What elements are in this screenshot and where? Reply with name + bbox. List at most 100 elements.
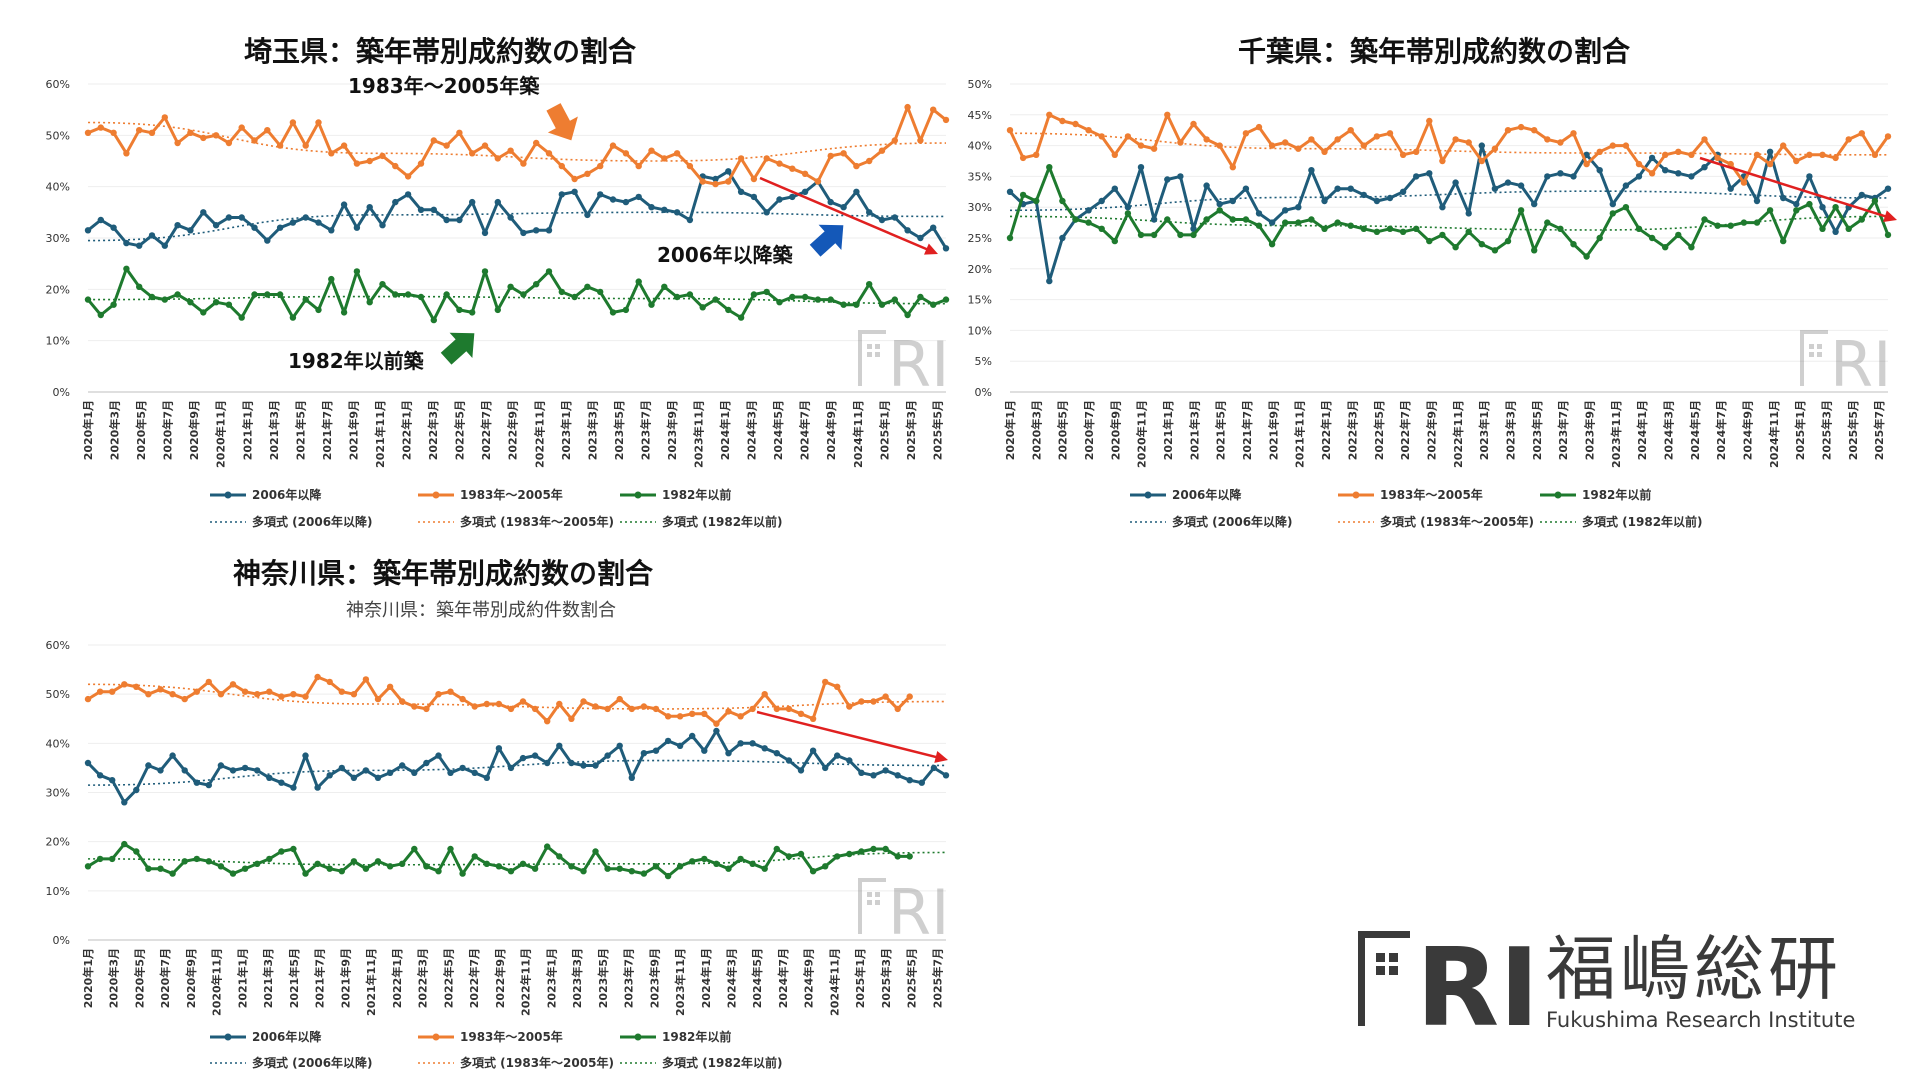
data-point xyxy=(545,268,553,275)
x-tick-label: 2021年1月 xyxy=(235,948,249,1008)
x-tick-label: 2022年11月 xyxy=(1451,400,1465,468)
data-point xyxy=(302,752,309,759)
data-point xyxy=(1059,197,1066,205)
data-point xyxy=(827,296,834,303)
data-point xyxy=(174,139,181,147)
data-point xyxy=(1177,173,1184,180)
legend-trend-label: 多項式 (1983年～2005年) xyxy=(460,514,614,529)
logo-english: Fukushima Research Institute xyxy=(1546,1008,1855,1032)
legend-label: 1983年～2005年 xyxy=(1380,487,1483,502)
data-point xyxy=(1085,207,1092,214)
data-point xyxy=(906,853,913,860)
data-point xyxy=(1793,207,1800,214)
chart-kanagawa: 0% 10% 20% 30% 40% 50% 60% 2020年1月 2020年3月 2020年5… xyxy=(46,639,950,1070)
series-line-old xyxy=(1008,165,1890,258)
data-point xyxy=(797,767,805,774)
data-point xyxy=(894,853,901,860)
x-tick-label: 2024年9月 xyxy=(824,400,838,460)
data-point xyxy=(483,860,490,867)
data-point xyxy=(1399,228,1407,235)
data-point xyxy=(1229,216,1236,223)
data-point xyxy=(544,718,551,725)
y-tick-label: 20% xyxy=(46,283,70,296)
data-point xyxy=(1609,210,1616,217)
data-point xyxy=(328,150,335,157)
data-point xyxy=(616,865,623,872)
data-point xyxy=(136,283,143,290)
data-point xyxy=(97,311,105,319)
x-tick-label: 2020年1月 xyxy=(81,400,95,460)
trend-arrow-line xyxy=(1699,156,1892,220)
data-point xyxy=(507,868,515,875)
data-point xyxy=(315,119,322,126)
y-tick-label: 40% xyxy=(46,181,70,194)
data-point xyxy=(827,152,834,160)
data-point xyxy=(404,291,412,298)
data-point xyxy=(362,676,370,683)
data-point xyxy=(133,848,140,855)
data-point xyxy=(853,188,860,195)
watermark-dot xyxy=(875,900,880,905)
data-point xyxy=(776,196,783,203)
x-tick-label: 2022年7月 xyxy=(1398,400,1412,460)
data-point xyxy=(661,283,668,290)
x-axis: 2020年1月 2020年3月 2020年5月 2020年7月 2020年9月 2020年… xyxy=(1003,400,1886,468)
data-point xyxy=(737,740,744,747)
data-point xyxy=(443,216,450,224)
logo-kanji: 福嶋総研 xyxy=(1546,928,1842,1010)
x-tick-label: 2024年1月 xyxy=(718,400,732,460)
series-old xyxy=(1006,164,1892,260)
data-point xyxy=(494,155,501,162)
data-point xyxy=(584,283,591,290)
data-point xyxy=(840,301,847,308)
data-point xyxy=(1177,139,1184,146)
data-point xyxy=(1531,200,1538,208)
data-point xyxy=(616,695,623,703)
data-point xyxy=(712,296,719,303)
series-new xyxy=(1006,142,1892,285)
x-tick-label: 2023年7月 xyxy=(638,400,652,460)
data-point xyxy=(471,769,478,776)
data-point xyxy=(906,777,913,784)
legend-label: 1982年以前 xyxy=(662,487,731,502)
trend-arrow-head xyxy=(934,751,948,763)
data-point xyxy=(417,160,425,167)
x-tick-label: 2021年3月 xyxy=(1187,400,1201,460)
data-point xyxy=(435,752,442,759)
data-point xyxy=(789,165,796,172)
data-point xyxy=(366,299,373,306)
x-tick-label: 2022年5月 xyxy=(1372,400,1386,460)
y-tick-label: 0% xyxy=(53,934,70,947)
x-tick-label: 2021年7月 xyxy=(1240,400,1254,460)
data-point xyxy=(241,688,249,695)
data-point xyxy=(930,106,937,113)
data-point xyxy=(136,127,143,134)
data-point xyxy=(254,767,261,774)
data-point xyxy=(1701,164,1708,171)
x-tick-label: 2020年1月 xyxy=(81,948,95,1008)
data-point xyxy=(545,227,553,234)
data-point xyxy=(110,301,117,308)
data-point xyxy=(827,198,834,206)
data-point xyxy=(1360,191,1367,199)
data-point xyxy=(1413,173,1420,180)
trend-arrow-head xyxy=(924,243,938,255)
data-point xyxy=(84,129,92,136)
x-tick-label: 2020年9月 xyxy=(1108,400,1122,460)
data-point xyxy=(289,314,297,321)
data-point xyxy=(123,265,130,272)
data-point xyxy=(121,681,128,688)
data-point xyxy=(1858,216,1865,223)
data-point xyxy=(338,764,345,772)
data-point xyxy=(161,242,168,249)
data-point xyxy=(635,193,642,201)
data-point xyxy=(1504,127,1512,134)
data-point xyxy=(904,227,911,234)
data-point xyxy=(942,772,950,779)
data-point xyxy=(315,219,322,226)
x-tick-label: 2020年11月 xyxy=(210,948,224,1016)
data-point xyxy=(1635,173,1643,180)
data-point xyxy=(866,157,873,165)
data-point xyxy=(507,147,514,154)
